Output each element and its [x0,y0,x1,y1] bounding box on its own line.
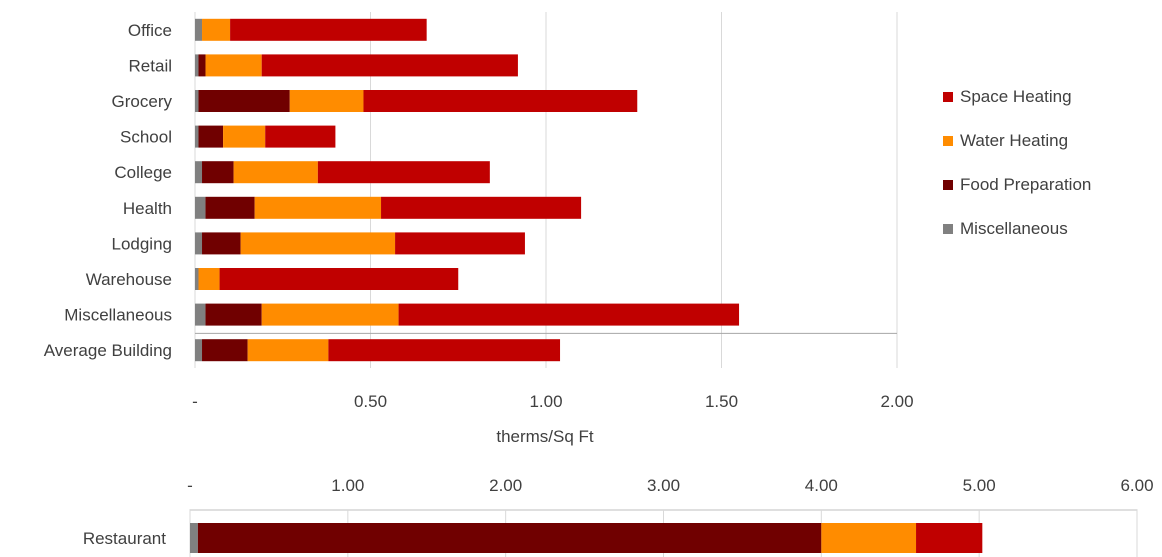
bar-lodging-miscellaneous [195,232,203,255]
restaurant-chart-x-tick-labels: - 1.00 2.00 3.00 4.00 5.00 6.00 [187,476,1153,495]
restaurant-chart-x-tick-label: 5.00 [963,476,996,495]
bar-college-water-heating [233,161,318,184]
bar-miscellaneous-water-heating [261,303,399,326]
bar-retail-miscellaneous [195,54,199,77]
restaurant-chart-x-tick-label: 6.00 [1120,476,1153,495]
bar-miscellaneous-space-heating [398,303,740,326]
restaurant-chart-category-labels: Restaurant [83,529,166,548]
restaurant-chart-x-tick-label: 1.00 [331,476,364,495]
bar-grocery-space-heating [363,90,638,112]
bar-school-food-preparation [198,125,224,148]
category-label-school: School [120,128,172,147]
bar-lodging-water-heating [240,232,396,255]
main-chart-x-tick-label: 2.00 [880,392,913,411]
category-label-college: College [114,163,172,182]
main-chart-x-tick-label: 0.50 [354,392,387,411]
bar-college-miscellaneous [195,161,203,184]
main-chart-bars [195,18,740,362]
bar-health-water-heating [254,196,382,219]
legend-swatch-space-heating [943,92,953,102]
legend-label-water-heating: Water Heating [960,131,1068,150]
bar-restaurant-space-heating [916,523,983,553]
bar-lodging-space-heating [395,232,525,255]
category-label-office: Office [128,21,172,40]
bar-average-building-miscellaneous [195,339,203,362]
bar-college-space-heating [317,161,490,184]
bar-retail-space-heating [261,54,518,77]
bar-grocery-food-preparation [198,90,290,112]
legend-label-space-heating: Space Heating [960,87,1072,106]
bar-restaurant-miscellaneous [190,523,198,553]
bar-health-food-preparation [205,196,255,219]
bar-miscellaneous-food-preparation [205,303,262,326]
bar-school-miscellaneous [195,125,199,148]
bar-office-water-heating [202,18,231,41]
bar-grocery-miscellaneous [195,90,199,112]
bar-warehouse-space-heating [219,268,459,290]
category-label-restaurant: Restaurant [83,529,166,548]
legend-label-miscellaneous: Miscellaneous [960,219,1068,238]
main-chart-x-tick-label: - [192,392,198,411]
restaurant-chart-x-tick-label: 3.00 [647,476,680,495]
bar-college-food-preparation [202,161,234,184]
bar-health-space-heating [381,196,582,219]
bar-warehouse-miscellaneous [195,268,199,290]
category-label-miscellaneous: Miscellaneous [64,306,172,325]
bar-restaurant-water-heating [821,523,917,553]
bar-warehouse-water-heating [198,268,220,290]
bar-school-water-heating [223,125,266,148]
bar-average-building-food-preparation [202,339,248,362]
bar-office-space-heating [230,18,427,41]
bar-lodging-food-preparation [202,232,241,255]
category-label-retail: Retail [129,56,172,75]
legend-swatch-water-heating [943,136,953,146]
restaurant-chart-x-tick-label: 2.00 [489,476,522,495]
main-chart-category-labels: Office Retail Grocery School College Health Lo… [44,21,173,360]
legend-swatch-food-preparation [943,180,953,190]
bar-health-miscellaneous [195,196,206,219]
bar-restaurant-food-preparation [197,523,822,553]
restaurant-chart-x-tick-label: - [187,476,193,495]
restaurant-chart-bars [190,523,983,553]
category-label-lodging: Lodging [111,234,172,253]
main-chart-x-tick-label: 1.00 [529,392,562,411]
category-label-grocery: Grocery [112,92,173,111]
legend-swatch-miscellaneous [943,224,953,234]
bar-retail-water-heating [205,54,262,77]
category-label-warehouse: Warehouse [86,270,172,289]
legend: Space Heating Water Heating Food Preparati… [943,87,1091,238]
bar-miscellaneous-miscellaneous [195,303,206,326]
category-label-average-building: Average Building [44,341,172,360]
main-chart-x-axis-title: therms/Sq Ft [496,427,594,446]
bar-retail-food-preparation [198,54,206,77]
bar-grocery-water-heating [289,90,364,112]
bar-average-building-water-heating [247,339,329,362]
main-chart-x-tick-labels: - 0.50 1.00 1.50 2.00 [192,392,913,411]
restaurant-chart-x-tick-label: 4.00 [805,476,838,495]
category-label-health: Health [123,199,172,218]
bar-office-miscellaneous [195,18,203,41]
bar-school-space-heating [265,125,336,148]
bar-average-building-space-heating [328,339,561,362]
main-chart-x-tick-label: 1.50 [705,392,738,411]
legend-label-food-preparation: Food Preparation [960,175,1091,194]
